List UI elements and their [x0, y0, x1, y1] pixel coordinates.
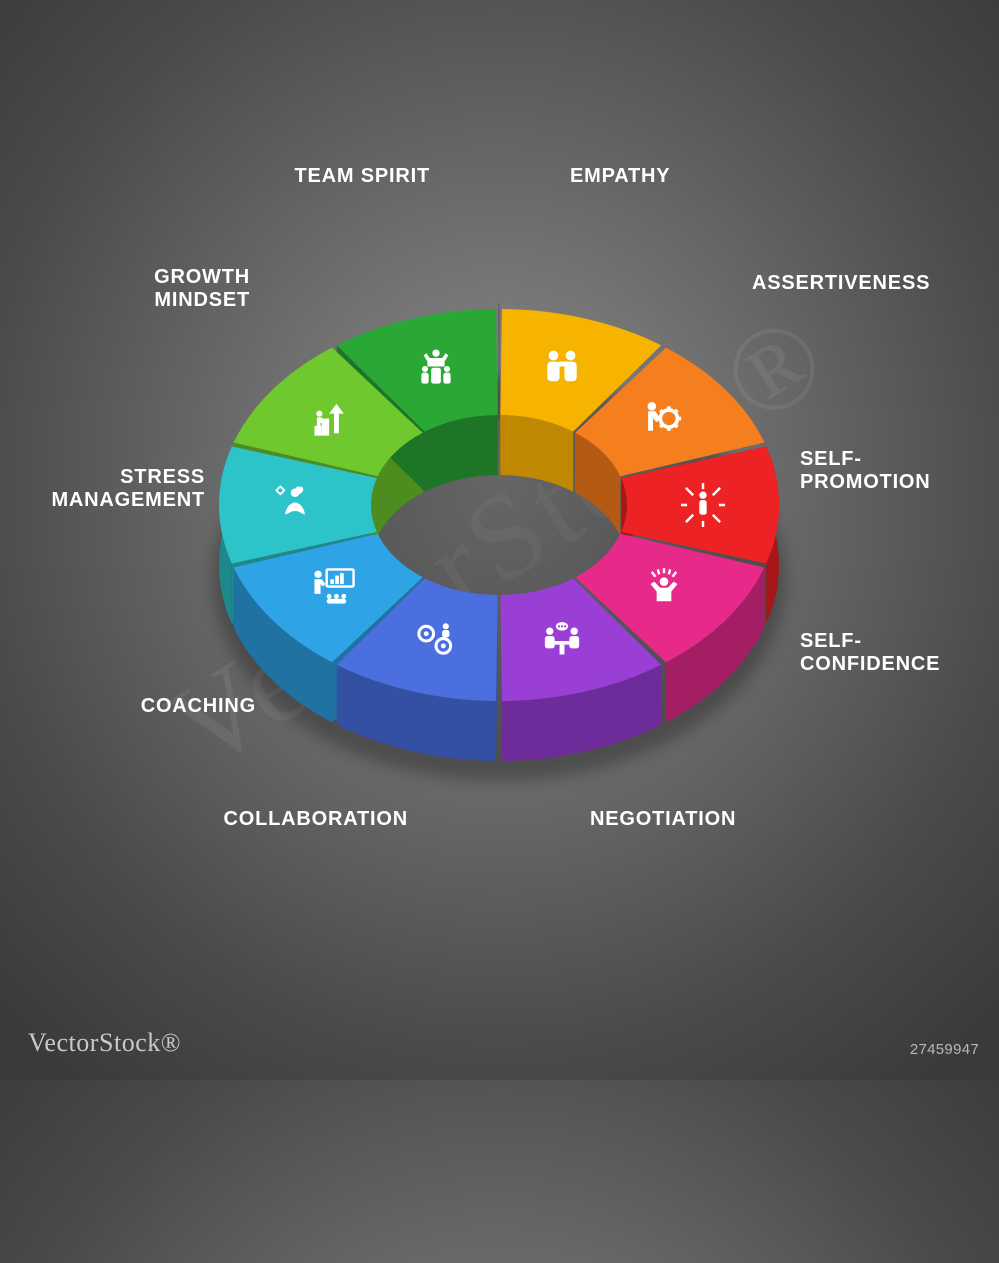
- brand-footer: VectorStock®: [28, 1028, 181, 1058]
- image-id-footer: 27459947: [910, 1041, 979, 1058]
- donut-ring: [0, 0, 999, 1080]
- infographic-stage: VectorStock® EMPATHYASSERTIVENESSSELF- P…: [0, 0, 999, 1080]
